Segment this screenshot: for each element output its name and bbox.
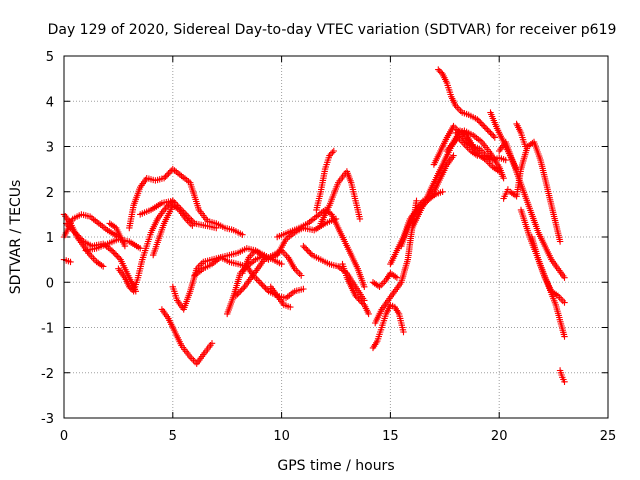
series-arc-32 xyxy=(452,127,507,182)
series-arc-30 xyxy=(443,127,503,175)
marker-trail xyxy=(556,367,568,385)
series-arc-07 xyxy=(115,197,176,295)
series-arc-23 xyxy=(369,301,407,352)
marker-trail xyxy=(267,283,294,311)
marker-trail xyxy=(528,233,568,306)
chart-title: Day 129 of 2020, Sidereal Day-to-day VTE… xyxy=(48,22,617,38)
series-arc-25 xyxy=(369,270,401,290)
x-tick-label: 20 xyxy=(491,429,508,444)
y-tick-label: -2 xyxy=(41,367,54,382)
grid-lines xyxy=(64,56,608,418)
series-arc-05 xyxy=(82,236,144,254)
series-arc-17 xyxy=(267,283,294,311)
series-arc-19 xyxy=(313,147,337,214)
x-axis-label: GPS time / hours xyxy=(277,458,394,474)
series-arc-06 xyxy=(106,220,129,250)
marker-trail xyxy=(443,127,503,175)
series-arc-09 xyxy=(137,197,220,232)
marker-trail xyxy=(106,220,129,250)
y-tick-label: -3 xyxy=(41,412,54,427)
marker-trail xyxy=(313,147,337,214)
series-arc-38 xyxy=(556,367,568,385)
series-arc-15 xyxy=(239,215,340,277)
y-tick-label: 4 xyxy=(46,95,54,110)
series-arc-40 xyxy=(513,120,529,150)
series-arc-16 xyxy=(232,247,305,299)
data-markers xyxy=(60,66,568,385)
series-arc-18 xyxy=(274,206,368,290)
series-arc-08 xyxy=(126,165,246,238)
y-tick-label: 5 xyxy=(46,50,54,65)
plot-frame xyxy=(63,55,609,419)
marker-trail xyxy=(369,301,407,352)
series-arc-35 xyxy=(506,138,564,245)
x-tick-label: 10 xyxy=(273,429,290,444)
x-tick-label: 15 xyxy=(382,429,399,444)
y-tick-label: 2 xyxy=(46,186,54,201)
marker-trail xyxy=(232,247,305,299)
marker-trail xyxy=(82,236,144,254)
marker-trail xyxy=(126,165,246,238)
x-tick-label: 5 xyxy=(169,429,177,444)
marker-trail xyxy=(435,66,498,141)
marker-trail xyxy=(513,120,529,150)
y-axis-label: SDTVAR / TECUs xyxy=(8,180,24,295)
marker-trail xyxy=(137,197,220,232)
series-arc-39 xyxy=(500,186,512,202)
marker-trail xyxy=(369,270,401,290)
marker-trail xyxy=(158,306,216,367)
marker-trail xyxy=(409,134,481,232)
marker-trail xyxy=(506,138,564,245)
y-tick-label: 3 xyxy=(46,141,54,156)
series-arc-10 xyxy=(150,202,196,259)
series-arc-31 xyxy=(435,66,498,141)
marker-trail xyxy=(150,202,196,259)
series-arc-28 xyxy=(409,134,481,232)
y-tick-label: -1 xyxy=(41,322,54,337)
x-tick-label: 0 xyxy=(60,429,68,444)
marker-trail xyxy=(500,186,512,202)
y-tick-label: 1 xyxy=(46,231,54,246)
x-tick-label: 25 xyxy=(600,429,617,444)
axis-ticks: 0 5 10 15 20 25 -3 -2 -1 0 1 2 3 4 5 xyxy=(41,50,616,444)
y-tick-label: 0 xyxy=(46,276,54,291)
marker-trail xyxy=(60,256,74,266)
marker-trail xyxy=(274,206,368,290)
series-arc-11 xyxy=(158,306,216,367)
marker-trail xyxy=(317,168,364,227)
marker-trail xyxy=(452,127,507,182)
series-arc-03 xyxy=(60,256,74,266)
marker-trail xyxy=(239,215,340,277)
marker-trail xyxy=(115,197,176,295)
series-arc-20 xyxy=(317,168,364,227)
marker-trail xyxy=(339,260,372,318)
series-arc-37 xyxy=(528,233,568,306)
series-arc-22 xyxy=(339,260,372,318)
